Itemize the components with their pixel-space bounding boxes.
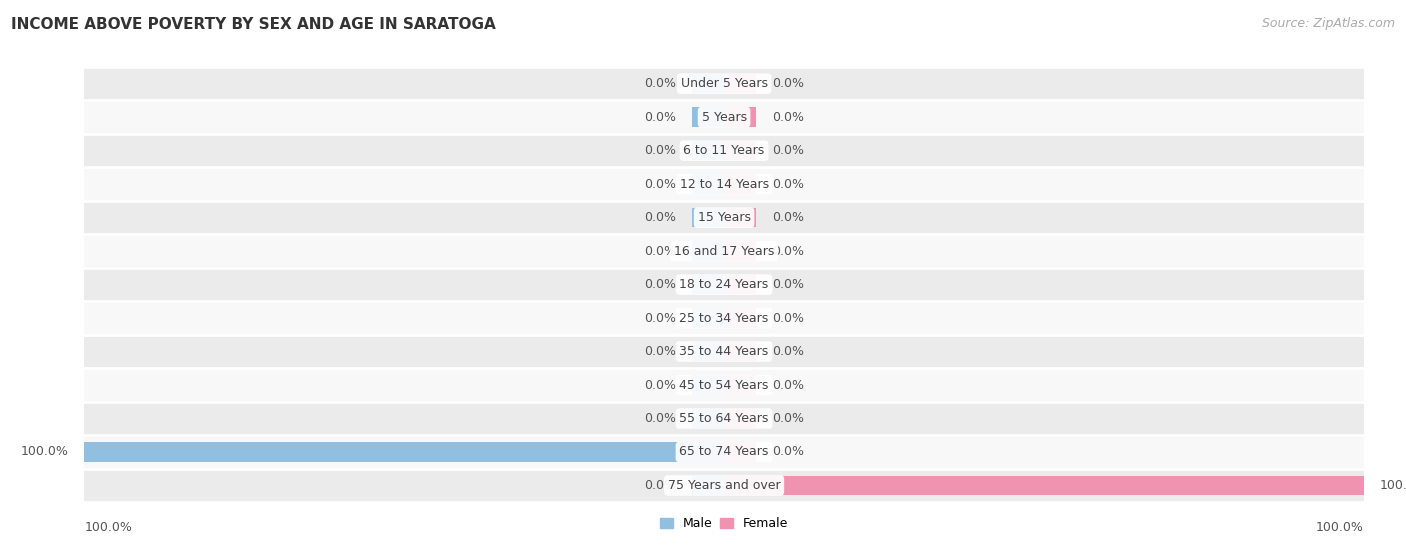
Bar <box>84 67 1364 100</box>
Bar <box>692 108 724 127</box>
Bar <box>692 309 724 328</box>
Text: 5 Years: 5 Years <box>702 110 747 124</box>
Bar <box>692 74 724 93</box>
Bar <box>84 201 1364 234</box>
Text: 0.0%: 0.0% <box>644 244 676 258</box>
Bar <box>724 476 1364 495</box>
Bar <box>84 435 1364 469</box>
Bar <box>84 167 1364 201</box>
Bar <box>692 275 724 294</box>
Bar <box>84 100 1364 134</box>
Bar <box>692 342 724 361</box>
Text: 0.0%: 0.0% <box>772 177 804 191</box>
Bar <box>84 402 1364 435</box>
Text: Under 5 Years: Under 5 Years <box>681 77 768 90</box>
Text: 100.0%: 100.0% <box>21 445 69 459</box>
Text: 16 and 17 Years: 16 and 17 Years <box>673 244 775 258</box>
Text: 0.0%: 0.0% <box>772 77 804 90</box>
Bar <box>84 469 1364 502</box>
Text: INCOME ABOVE POVERTY BY SEX AND AGE IN SARATOGA: INCOME ABOVE POVERTY BY SEX AND AGE IN S… <box>11 17 496 32</box>
Bar <box>692 376 724 395</box>
Bar <box>724 141 756 160</box>
Text: Source: ZipAtlas.com: Source: ZipAtlas.com <box>1261 17 1395 30</box>
Text: 0.0%: 0.0% <box>644 345 676 358</box>
Bar <box>724 376 756 395</box>
Bar <box>692 141 724 160</box>
Text: 35 to 44 Years: 35 to 44 Years <box>679 345 769 358</box>
Text: 65 to 74 Years: 65 to 74 Years <box>679 445 769 459</box>
Text: 0.0%: 0.0% <box>772 110 804 124</box>
Text: 12 to 14 Years: 12 to 14 Years <box>679 177 769 191</box>
Text: 0.0%: 0.0% <box>772 211 804 224</box>
Text: 100.0%: 100.0% <box>84 521 132 533</box>
Bar <box>724 309 756 328</box>
Bar <box>692 175 724 194</box>
Text: 0.0%: 0.0% <box>772 445 804 459</box>
Bar <box>84 234 1364 268</box>
Text: 18 to 24 Years: 18 to 24 Years <box>679 278 769 291</box>
Text: 0.0%: 0.0% <box>644 378 676 392</box>
Text: 15 Years: 15 Years <box>697 211 751 224</box>
Text: 0.0%: 0.0% <box>772 378 804 392</box>
Bar <box>84 134 1364 167</box>
Legend: Male, Female: Male, Female <box>655 512 793 535</box>
Bar <box>692 476 724 495</box>
Text: 0.0%: 0.0% <box>644 177 676 191</box>
Bar <box>692 409 724 428</box>
Text: 0.0%: 0.0% <box>644 77 676 90</box>
Bar <box>692 242 724 261</box>
Text: 100.0%: 100.0% <box>1316 521 1364 533</box>
Bar <box>724 108 756 127</box>
Text: 75 Years and over: 75 Years and over <box>668 479 780 492</box>
Text: 0.0%: 0.0% <box>772 412 804 425</box>
Text: 0.0%: 0.0% <box>644 110 676 124</box>
Text: 55 to 64 Years: 55 to 64 Years <box>679 412 769 425</box>
Text: 6 to 11 Years: 6 to 11 Years <box>683 144 765 157</box>
Bar <box>84 442 724 461</box>
Bar <box>84 268 1364 301</box>
Bar <box>724 242 756 261</box>
Text: 0.0%: 0.0% <box>772 144 804 157</box>
Text: 0.0%: 0.0% <box>644 479 676 492</box>
Text: 0.0%: 0.0% <box>644 278 676 291</box>
Bar <box>724 74 756 93</box>
Text: 25 to 34 Years: 25 to 34 Years <box>679 311 769 325</box>
Text: 0.0%: 0.0% <box>772 311 804 325</box>
Text: 0.0%: 0.0% <box>644 211 676 224</box>
Bar <box>724 275 756 294</box>
Text: 45 to 54 Years: 45 to 54 Years <box>679 378 769 392</box>
Bar <box>724 175 756 194</box>
Bar <box>692 208 724 227</box>
Text: 100.0%: 100.0% <box>1379 479 1406 492</box>
Text: 0.0%: 0.0% <box>772 244 804 258</box>
Bar <box>84 335 1364 368</box>
Bar <box>724 342 756 361</box>
Bar <box>724 409 756 428</box>
Bar <box>724 442 756 461</box>
Bar <box>84 368 1364 402</box>
Text: 0.0%: 0.0% <box>644 311 676 325</box>
Bar <box>84 301 1364 335</box>
Text: 0.0%: 0.0% <box>772 278 804 291</box>
Text: 0.0%: 0.0% <box>644 144 676 157</box>
Text: 0.0%: 0.0% <box>644 412 676 425</box>
Bar <box>724 208 756 227</box>
Text: 0.0%: 0.0% <box>772 345 804 358</box>
